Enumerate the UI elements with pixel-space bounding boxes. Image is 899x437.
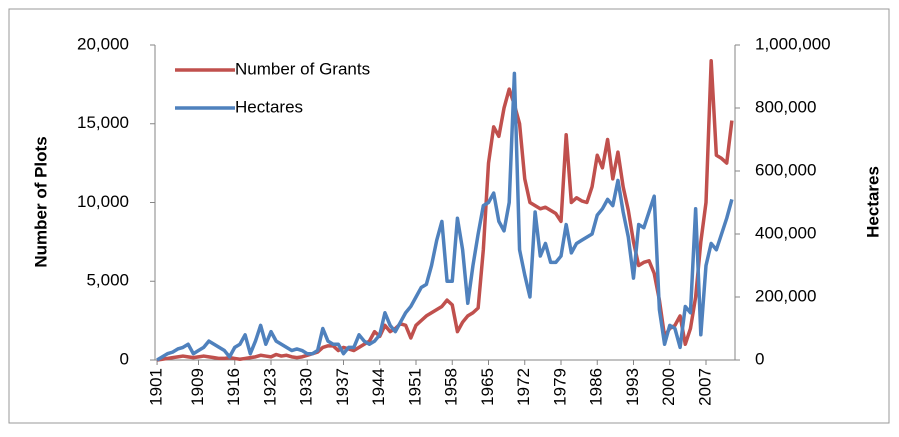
x-tick-label: 1944 — [369, 368, 388, 406]
x-tick-label: 2007 — [695, 368, 714, 406]
y-axis-title: Number of Plots — [31, 136, 50, 267]
x-tick-label: 1923 — [260, 368, 279, 406]
series-line — [156, 71, 734, 362]
x-tick-label: 1909 — [188, 368, 207, 406]
chart-border — [8, 8, 890, 424]
y2-tick-label: 1,000,000 — [755, 34, 831, 53]
x-tick-label: 1901 — [147, 368, 166, 406]
y2-tick-label: 800,000 — [755, 97, 816, 116]
y2-axis-title: Hectares — [863, 166, 882, 238]
y2-tick-label: 0 — [755, 349, 764, 368]
x-tick-label: 1937 — [333, 368, 352, 406]
y2-tick-label: 400,000 — [755, 223, 816, 242]
x-tick-label: 1965 — [478, 368, 497, 406]
y2-tick-label: 200,000 — [755, 286, 816, 305]
y-tick-label: 10,000 — [77, 192, 129, 211]
x-tick-label: 1958 — [442, 368, 461, 406]
x-tick-label: 1930 — [297, 368, 316, 406]
y-tick-label: 0 — [120, 349, 129, 368]
x-tick-label: 1951 — [405, 368, 424, 406]
y-tick-label: 20,000 — [77, 34, 129, 53]
y-tick-label: 15,000 — [77, 113, 129, 132]
x-tick-label: 1916 — [224, 368, 243, 406]
y-tick-label: 5,000 — [86, 271, 129, 290]
y2-tick-label: 600,000 — [755, 160, 816, 179]
x-tick-label: 1979 — [550, 368, 569, 406]
x-tick-label: 1993 — [623, 368, 642, 406]
x-tick-label: 2000 — [659, 368, 678, 406]
x-tick-label: 1986 — [587, 368, 606, 406]
x-tick-label: 1972 — [514, 368, 533, 406]
legend-label: Hectares — [235, 97, 303, 116]
legend-label: Number of Grants — [235, 59, 370, 78]
